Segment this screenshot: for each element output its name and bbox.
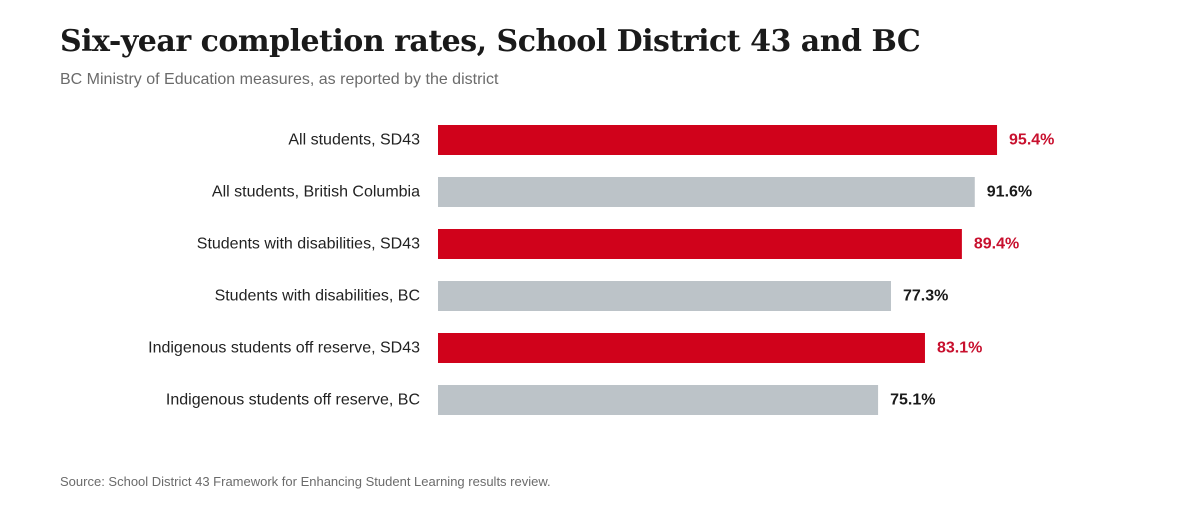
bar-bc [438,177,975,207]
category-label: Indigenous students off reserve, BC [166,392,420,409]
value-label: 89.4% [974,236,1019,253]
category-label: Indigenous students off reserve, SD43 [148,340,420,357]
bar-sd43 [438,333,925,363]
category-label: All students, British Columbia [212,184,420,201]
category-label: Students with disabilities, SD43 [197,236,420,253]
value-label: 91.6% [987,184,1032,201]
category-label: Students with disabilities, BC [215,288,420,305]
value-label: 75.1% [890,392,935,409]
category-label: All students, SD43 [288,132,420,149]
chart-subtitle: BC Ministry of Education measures, as re… [60,71,499,88]
value-label: 77.3% [903,288,948,305]
bar-bc [438,385,879,415]
bar-sd43 [438,125,998,155]
value-label: 95.4% [1009,132,1054,149]
bar-bc [438,281,891,311]
bar-sd43 [438,229,962,259]
chart-source: Source: School District 43 Framework for… [60,474,551,489]
value-label: 83.1% [937,340,982,357]
chart-title: Six-year completion rates, School Distri… [60,24,921,59]
